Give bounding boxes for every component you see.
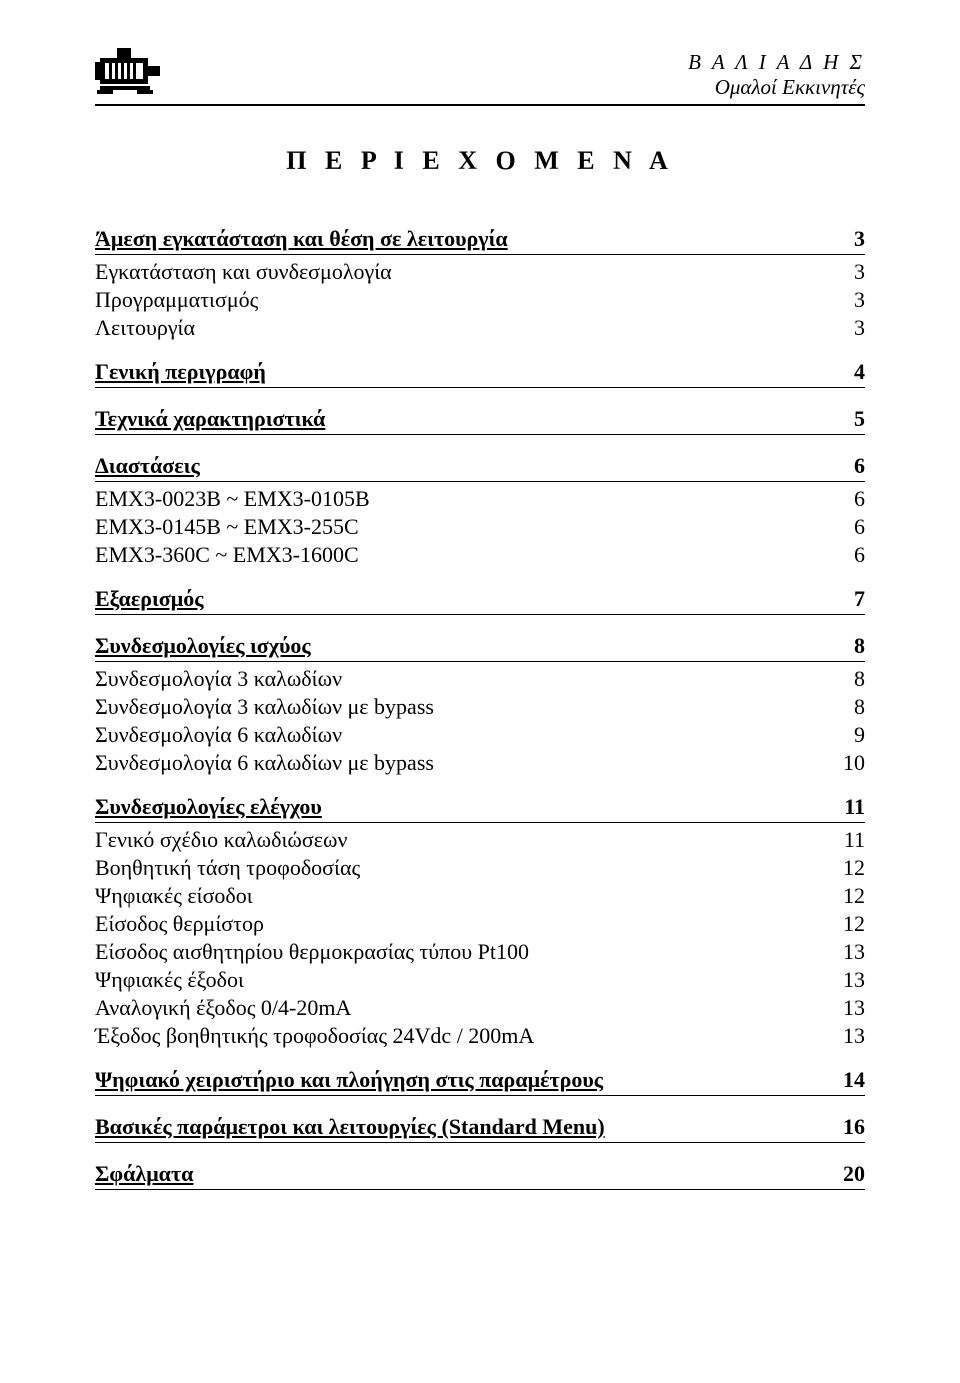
- toc-item-page: 3: [825, 259, 865, 285]
- page-header: Β Α Λ Ι Α Δ Η Σ Ομαλοί Εκκινητές: [95, 40, 865, 106]
- toc-item-page: 12: [825, 855, 865, 881]
- toc-heading-label: Σφάλματα: [95, 1161, 825, 1187]
- toc-item-label: EMX3-360C ~ EMX3-1600C: [95, 542, 825, 568]
- toc-heading-page: 4: [825, 359, 865, 385]
- toc-item: Συνδεσμολογία 6 καλωδίων 9: [95, 722, 865, 748]
- toc-item-page: 12: [825, 911, 865, 937]
- toc-item-label: EMX3-0023B ~ EMX3-0105B: [95, 486, 825, 512]
- toc-item: Συνδεσμολογία 3 καλωδίων με bypass 8: [95, 694, 865, 720]
- toc-item-page: 13: [825, 1023, 865, 1049]
- toc-item: Είσοδος αισθητηρίου θερμοκρασίας τύπου P…: [95, 939, 865, 965]
- toc-heading: Διαστάσεις 6: [95, 453, 865, 482]
- toc-item: Αναλογική έξοδος 0/4-20mA 13: [95, 995, 865, 1021]
- toc-item: Βοηθητική τάση τροφοδοσίας 12: [95, 855, 865, 881]
- toc-item-label: Ψηφιακές έξοδοι: [95, 967, 825, 993]
- toc-item: Εγκατάσταση και συνδεσμολογία 3: [95, 259, 865, 285]
- toc-heading-label: Συνδεσμολογίες ισχύος: [95, 633, 825, 659]
- toc-item-page: 12: [825, 883, 865, 909]
- toc-item: Ψηφιακές είσοδοι 12: [95, 883, 865, 909]
- toc-item-page: 3: [825, 315, 865, 341]
- toc-item-label: Εγκατάσταση και συνδεσμολογία: [95, 259, 825, 285]
- toc-heading-page: 3: [825, 226, 865, 252]
- toc-item-label: Λειτουργία: [95, 315, 825, 341]
- toc-item-label: Συνδεσμολογία 6 καλωδίων: [95, 722, 825, 748]
- toc-item-label: Συνδεσμολογία 3 καλωδίων με bypass: [95, 694, 825, 720]
- toc-heading-label: Εξαερισμός: [95, 586, 825, 612]
- toc-item-label: EMX3-0145B ~ EMX3-255C: [95, 514, 825, 540]
- toc-item-page: 11: [825, 827, 865, 853]
- toc-heading-label: Τεχνικά χαρακτηριστικά: [95, 406, 825, 432]
- toc-heading: Άμεση εγκατάσταση και θέση σε λειτουργία…: [95, 226, 865, 255]
- toc-item-page: 6: [825, 542, 865, 568]
- toc-heading: Εξαερισμός 7: [95, 586, 865, 615]
- toc-heading-page: 7: [825, 586, 865, 612]
- toc-item: Έξοδος βοηθητικής τροφοδοσίας 24Vdc / 20…: [95, 1023, 865, 1049]
- toc-heading: Ψηφιακό χειριστήριο και πλοήγηση στις πα…: [95, 1067, 865, 1096]
- toc-item-page: 6: [825, 514, 865, 540]
- toc-heading-label: Γενική περιγραφή: [95, 359, 825, 385]
- logo-icon: [95, 40, 165, 100]
- toc-heading: Συνδεσμολογίες ισχύος 8: [95, 633, 865, 662]
- brand-name: Β Α Λ Ι Α Δ Η Σ: [688, 50, 865, 75]
- toc-item-label: Είσοδος θερμίστορ: [95, 911, 825, 937]
- toc-heading-label: Συνδεσμολογίες ελέγχου: [95, 794, 825, 820]
- toc-item-page: 6: [825, 486, 865, 512]
- toc-heading: Γενική περιγραφή 4: [95, 359, 865, 388]
- toc-heading-page: 6: [825, 453, 865, 479]
- toc-item: Συνδεσμολογία 3 καλωδίων 8: [95, 666, 865, 692]
- toc-item: EMX3-360C ~ EMX3-1600C 6: [95, 542, 865, 568]
- toc-heading-label: Διαστάσεις: [95, 453, 825, 479]
- toc-item-page: 13: [825, 939, 865, 965]
- toc-item-label: Συνδεσμολογία 6 καλωδίων με bypass: [95, 750, 825, 776]
- toc-item-label: Έξοδος βοηθητικής τροφοδοσίας 24Vdc / 20…: [95, 1023, 825, 1049]
- toc-item-label: Γενικό σχέδιο καλωδιώσεων: [95, 827, 825, 853]
- toc-heading-page: 16: [825, 1114, 865, 1140]
- toc-item-page: 10: [825, 750, 865, 776]
- toc-item: Ψηφιακές έξοδοι 13: [95, 967, 865, 993]
- toc-item: Γενικό σχέδιο καλωδιώσεων 11: [95, 827, 865, 853]
- toc-item: Προγραμματισμός 3: [95, 287, 865, 313]
- toc-heading-page: 11: [825, 794, 865, 820]
- toc-item-label: Αναλογική έξοδος 0/4-20mA: [95, 995, 825, 1021]
- toc-item-page: 8: [825, 694, 865, 720]
- toc-heading-page: 8: [825, 633, 865, 659]
- toc-heading: Τεχνικά χαρακτηριστικά 5: [95, 406, 865, 435]
- toc-item-label: Είσοδος αισθητηρίου θερμοκρασίας τύπου P…: [95, 939, 825, 965]
- toc-item-label: Ψηφιακές είσοδοι: [95, 883, 825, 909]
- toc-item-page: 13: [825, 995, 865, 1021]
- toc-heading-label: Άμεση εγκατάσταση και θέση σε λειτουργία: [95, 226, 825, 252]
- toc-heading-label: Ψηφιακό χειριστήριο και πλοήγηση στις πα…: [95, 1067, 825, 1093]
- toc-title: Π Ε Ρ Ι Ε Χ Ο Μ Ε Ν Α: [95, 146, 865, 176]
- header-text: Β Α Λ Ι Α Δ Η Σ Ομαλοί Εκκινητές: [688, 50, 865, 100]
- toc-heading-page: 5: [825, 406, 865, 432]
- toc-item-page: 9: [825, 722, 865, 748]
- toc-item: Συνδεσμολογία 6 καλωδίων με bypass 10: [95, 750, 865, 776]
- toc-heading: Βασικές παράμετροι και λειτουργίες (Stan…: [95, 1114, 865, 1143]
- toc-item: Είσοδος θερμίστορ 12: [95, 911, 865, 937]
- toc-item-label: Προγραμματισμός: [95, 287, 825, 313]
- toc-heading-page: 14: [825, 1067, 865, 1093]
- toc-item: EMX3-0145B ~ EMX3-255C 6: [95, 514, 865, 540]
- toc-heading: Σφάλματα 20: [95, 1161, 865, 1190]
- brand-subtitle: Ομαλοί Εκκινητές: [688, 75, 865, 100]
- toc-heading: Συνδεσμολογίες ελέγχου 11: [95, 794, 865, 823]
- toc-item: Λειτουργία 3: [95, 315, 865, 341]
- toc-item-label: Συνδεσμολογία 3 καλωδίων: [95, 666, 825, 692]
- toc-item: EMX3-0023B ~ EMX3-0105B 6: [95, 486, 865, 512]
- toc-item-page: 8: [825, 666, 865, 692]
- toc-item-page: 3: [825, 287, 865, 313]
- toc-heading-page: 20: [825, 1161, 865, 1187]
- toc-item-label: Βοηθητική τάση τροφοδοσίας: [95, 855, 825, 881]
- toc-item-page: 13: [825, 967, 865, 993]
- toc-heading-label: Βασικές παράμετροι και λειτουργίες (Stan…: [95, 1114, 825, 1140]
